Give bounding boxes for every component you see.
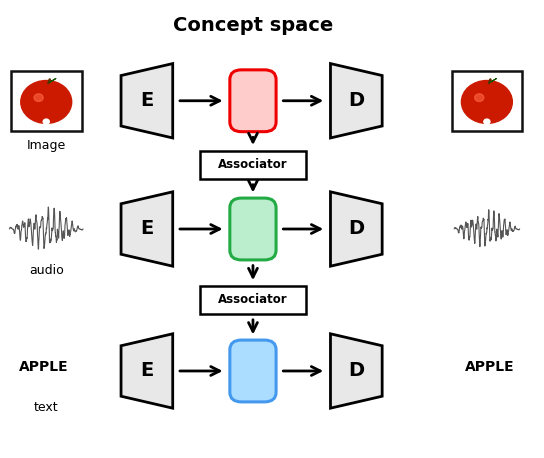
Text: D: D (348, 361, 364, 381)
Text: APPLE: APPLE (465, 360, 515, 374)
Polygon shape (121, 334, 173, 408)
Text: E: E (140, 219, 153, 239)
Bar (452, 71, 522, 131)
Text: APPLE: APPLE (18, 360, 69, 374)
Circle shape (484, 119, 490, 124)
Bar (11, 71, 82, 131)
Text: audio: audio (29, 264, 64, 277)
FancyBboxPatch shape (230, 70, 276, 132)
Text: Image: Image (27, 139, 66, 152)
Text: Associator: Associator (218, 294, 288, 306)
Text: Concept space: Concept space (173, 16, 333, 35)
FancyBboxPatch shape (230, 198, 276, 260)
Text: D: D (348, 219, 364, 239)
Polygon shape (121, 64, 173, 138)
Text: D: D (348, 91, 364, 110)
Polygon shape (331, 334, 382, 408)
Text: text: text (34, 401, 59, 414)
Polygon shape (121, 192, 173, 266)
Text: Associator: Associator (218, 158, 288, 171)
Text: E: E (140, 361, 153, 381)
Polygon shape (331, 192, 382, 266)
Circle shape (21, 81, 72, 123)
Text: E: E (140, 91, 153, 110)
Circle shape (34, 94, 43, 102)
Bar (200, 286, 306, 314)
Bar (200, 151, 306, 179)
Circle shape (461, 81, 512, 123)
Circle shape (475, 94, 484, 102)
Polygon shape (490, 78, 497, 82)
Polygon shape (331, 64, 382, 138)
FancyBboxPatch shape (230, 340, 276, 402)
Polygon shape (49, 78, 56, 82)
Circle shape (43, 119, 50, 124)
